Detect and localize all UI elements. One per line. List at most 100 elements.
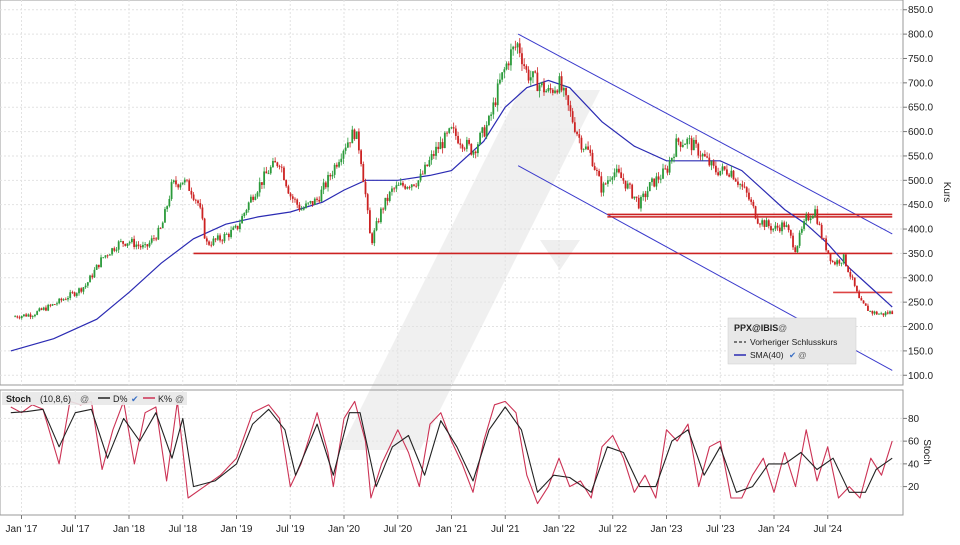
candle-body — [435, 146, 437, 156]
candle-body — [602, 183, 605, 193]
candle-body — [84, 285, 87, 288]
candle-body — [386, 197, 389, 201]
candle-body — [340, 158, 343, 163]
candle-body — [666, 168, 669, 173]
candle-body — [380, 208, 382, 223]
candle-body — [593, 166, 596, 170]
candle-body — [734, 179, 737, 182]
candle-body — [36, 311, 39, 315]
candle-body — [499, 79, 501, 84]
candle-body — [353, 129, 356, 139]
candle-body — [327, 175, 329, 188]
candle-body — [584, 146, 587, 150]
candle-body — [53, 304, 56, 306]
candle-body — [283, 167, 285, 181]
candle-body — [250, 196, 252, 203]
candle-body — [756, 218, 759, 224]
candle-body — [421, 173, 424, 175]
stoch-check-icon-d[interactable]: ✔ — [131, 394, 139, 404]
x-tick-label: Jan '23 — [651, 524, 683, 535]
candle-body — [42, 307, 45, 310]
candle-body — [730, 170, 733, 177]
candle-body — [714, 165, 717, 173]
candle-body — [811, 215, 814, 219]
candle-body — [662, 168, 664, 179]
candle-body — [624, 180, 627, 189]
candle-body — [309, 201, 312, 203]
candle-body — [210, 244, 213, 246]
candle-body — [205, 238, 208, 242]
candle-body — [479, 132, 481, 145]
candle-body — [510, 49, 512, 66]
stoch-settings-icon[interactable]: @ — [175, 394, 184, 404]
stoch-panel: 80 60 40 20 Stoch (10,8,6) @ D% ✔ K% @ Stoc… — [0, 389, 932, 516]
candle-body — [56, 303, 58, 305]
candle-body — [448, 128, 451, 133]
candle-body — [67, 297, 69, 300]
candle-body — [831, 261, 834, 263]
candle-body — [805, 214, 808, 222]
candle-body — [305, 203, 307, 208]
candle-body — [856, 285, 858, 292]
candle-body — [836, 260, 839, 265]
candle-body — [287, 186, 290, 194]
candle-body — [485, 125, 488, 137]
candle-body — [543, 82, 545, 93]
x-tick-label: Jul '17 — [61, 524, 90, 535]
candle-body — [170, 182, 173, 199]
stoch-params: (10,8,6) — [40, 394, 71, 404]
candle-body — [388, 191, 391, 201]
candle-body — [820, 224, 823, 239]
candle-body — [576, 131, 578, 135]
candle-body — [236, 225, 239, 230]
candle-body — [468, 139, 470, 144]
legend-settings-icon[interactable]: @ — [798, 350, 807, 360]
legend-check-icon[interactable]: ✔ — [789, 350, 796, 360]
candle-body — [139, 245, 142, 248]
candle-body — [106, 255, 109, 257]
candle-body — [547, 88, 550, 91]
candle-body — [481, 127, 484, 133]
price-tick-label: 500.0 — [908, 176, 933, 187]
candle-body — [490, 114, 493, 116]
candle-body — [146, 244, 149, 247]
candle-body — [391, 188, 393, 192]
candle-body — [254, 196, 257, 200]
candle-body — [516, 43, 519, 48]
candle-body — [267, 173, 270, 175]
candle-body — [221, 240, 224, 242]
candle-body — [47, 304, 50, 311]
candle-body — [549, 88, 552, 90]
candle-body — [818, 223, 821, 225]
candle-body — [25, 314, 28, 317]
candle-body — [349, 142, 351, 144]
candle-body — [684, 144, 686, 146]
candle-body — [761, 220, 764, 225]
candle-body — [732, 170, 735, 180]
candle-body — [137, 244, 140, 246]
candle-body — [430, 154, 433, 161]
candle-body — [91, 275, 94, 278]
candle-body — [437, 146, 440, 150]
candle-body — [492, 102, 495, 115]
candle-body — [232, 227, 235, 230]
candlesticks — [14, 38, 894, 320]
legend-title: PPX@IBIS — [734, 323, 778, 333]
candle-body — [851, 276, 854, 278]
candle-body — [845, 254, 847, 267]
candle-body — [721, 166, 724, 171]
stoch-tick-label: 20 — [908, 482, 920, 493]
candle-body — [366, 194, 369, 211]
candle-body — [536, 72, 539, 92]
candle-body — [609, 179, 612, 181]
candle-body — [175, 180, 177, 185]
stoch-tick-label: 40 — [908, 459, 920, 470]
candle-body — [770, 226, 772, 231]
candle-body — [102, 257, 105, 259]
candle-body — [272, 160, 274, 168]
candle-body — [278, 166, 281, 167]
stoch-legend-label-d: D% — [113, 394, 128, 404]
candle-body — [750, 199, 753, 202]
candle-body — [710, 161, 713, 166]
x-tick-label: Jan '20 — [328, 524, 360, 535]
